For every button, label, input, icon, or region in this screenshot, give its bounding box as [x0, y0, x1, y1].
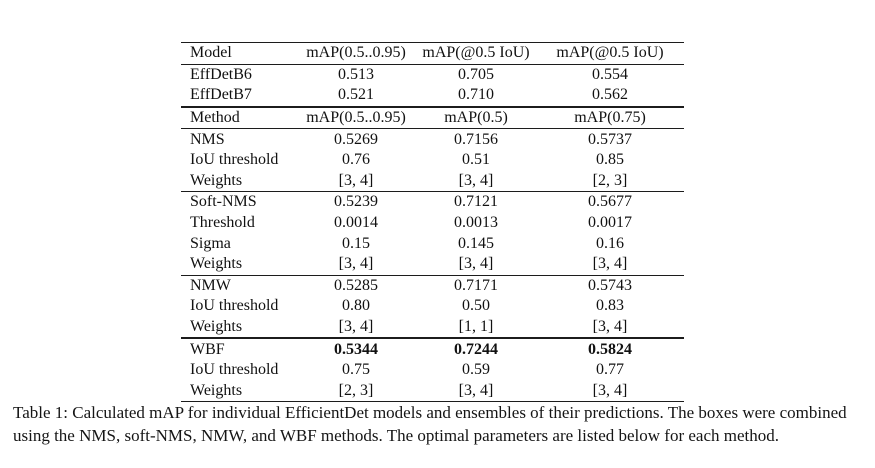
table-row: Weights [3, 4] [3, 4] [3, 4] — [181, 254, 684, 276]
value-cell: [3, 4] — [592, 318, 628, 336]
value-cell: 0.7121 — [454, 193, 498, 211]
value-cell: mAP(0.75) — [574, 109, 646, 127]
value-cell: mAP(@0.5 IoU) — [422, 44, 530, 62]
row-label: NMS — [190, 130, 225, 148]
value-cell: [3, 4] — [458, 171, 494, 189]
value-cell: 0.7171 — [454, 276, 498, 294]
value-cell: 0.554 — [592, 65, 628, 83]
value-cell: 0.0014 — [334, 214, 378, 232]
value-cell: 0.0013 — [454, 214, 498, 232]
value-cell: 0.15 — [342, 234, 370, 252]
table-caption: Table 1: Calculated mAP for individual E… — [13, 401, 873, 447]
value-cell: mAP(0.5..0.95) — [306, 109, 406, 127]
value-cell: 0.705 — [458, 65, 494, 83]
value-cell: [3, 4] — [458, 381, 494, 399]
value-cell: 0.521 — [338, 86, 374, 104]
value-cell: 0.5737 — [588, 130, 632, 148]
value-cell: mAP(0.5..0.95) — [306, 44, 406, 62]
value-cell: 0.710 — [458, 86, 494, 104]
value-cell: [3, 4] — [338, 171, 374, 189]
row-label: Soft-NMS — [190, 193, 257, 211]
row-label: EffDetB7 — [190, 86, 252, 104]
table-row: IoU threshold 0.76 0.51 0.85 — [181, 150, 684, 171]
value-cell: 0.5239 — [334, 193, 378, 211]
table-row: Weights [3, 4] [3, 4] [2, 3] — [181, 171, 684, 193]
table-row: Method mAP(0.5..0.95) mAP(0.5) mAP(0.75) — [181, 108, 684, 130]
row-label: IoU threshold — [190, 297, 279, 315]
value-cell: mAP(@0.5 IoU) — [556, 44, 664, 62]
value-cell: [3, 4] — [592, 255, 628, 273]
value-cell: 0.59 — [462, 361, 490, 379]
row-label: Weights — [190, 381, 243, 399]
value-cell: 0.5285 — [334, 276, 378, 294]
row-label: Method — [190, 109, 240, 127]
value-cell: 0.5677 — [588, 193, 632, 211]
row-label: EffDetB6 — [190, 65, 252, 83]
value-cell: 0.50 — [462, 297, 490, 315]
table-row: Sigma 0.15 0.145 0.16 — [181, 233, 684, 254]
value-cell: [3, 4] — [338, 255, 374, 273]
table-row: NMW 0.5285 0.7171 0.5743 — [181, 276, 684, 297]
value-cell: 0.5269 — [334, 130, 378, 148]
table-caption-line1: Table 1: Calculated mAP for individual E… — [13, 403, 847, 422]
row-label: IoU threshold — [190, 151, 279, 169]
row-label: IoU threshold — [190, 361, 279, 379]
value-cell: 0.7244 — [454, 340, 498, 358]
value-cell: 0.51 — [462, 151, 490, 169]
table-row: IoU threshold 0.75 0.59 0.77 — [181, 360, 684, 381]
value-cell: 0.77 — [596, 361, 624, 379]
table-row: Threshold 0.0014 0.0013 0.0017 — [181, 213, 684, 234]
row-label: NMW — [190, 276, 231, 294]
value-cell: [2, 3] — [338, 381, 374, 399]
row-label: Threshold — [190, 214, 255, 232]
table-row: Weights [3, 4] [1, 1] [3, 4] — [181, 317, 684, 340]
value-cell: [3, 4] — [338, 318, 374, 336]
row-label: Weights — [190, 171, 243, 189]
value-cell: 0.16 — [596, 234, 624, 252]
table-row: EffDetB6 0.513 0.705 0.554 — [181, 65, 684, 86]
value-cell: [3, 4] — [592, 381, 628, 399]
value-cell: 0.562 — [592, 86, 628, 104]
value-cell: 0.513 — [338, 65, 374, 83]
value-cell: [2, 3] — [592, 171, 628, 189]
value-cell: 0.5344 — [334, 340, 378, 358]
value-cell: 0.5824 — [588, 340, 632, 358]
value-cell: 0.83 — [596, 297, 624, 315]
value-cell: 0.7156 — [454, 130, 498, 148]
value-cell: mAP(0.5) — [444, 109, 508, 127]
value-cell: 0.85 — [596, 151, 624, 169]
value-cell: 0.145 — [458, 234, 494, 252]
table-row: WBF 0.5344 0.7244 0.5824 — [181, 339, 684, 360]
row-label: Weights — [190, 255, 243, 273]
results-table: Model mAP(0.5..0.95) mAP(@0.5 IoU) mAP(@0.5… — [181, 42, 684, 403]
value-cell: [3, 4] — [458, 255, 494, 273]
row-label: Model — [190, 44, 232, 62]
table-row: Model mAP(0.5..0.95) mAP(@0.5 IoU) mAP(@0.5… — [181, 42, 684, 65]
table-row: Soft-NMS 0.5239 0.7121 0.5677 — [181, 192, 684, 213]
table-row: IoU threshold 0.80 0.50 0.83 — [181, 296, 684, 317]
table-row: Weights [2, 3] [3, 4] [3, 4] — [181, 381, 684, 403]
value-cell: 0.5743 — [588, 276, 632, 294]
row-label: Weights — [190, 318, 243, 336]
row-label: Sigma — [190, 234, 231, 252]
row-label: WBF — [190, 340, 225, 358]
value-cell: 0.0017 — [588, 214, 632, 232]
value-cell: 0.76 — [342, 151, 370, 169]
table-row: NMS 0.5269 0.7156 0.5737 — [181, 129, 684, 150]
value-cell: 0.75 — [342, 361, 370, 379]
table-row: EffDetB7 0.521 0.710 0.562 — [181, 85, 684, 108]
value-cell: [1, 1] — [458, 318, 494, 336]
value-cell: 0.80 — [342, 297, 370, 315]
table-caption-line2: using the NMS, soft-NMS, NMW, and WBF me… — [13, 426, 779, 445]
